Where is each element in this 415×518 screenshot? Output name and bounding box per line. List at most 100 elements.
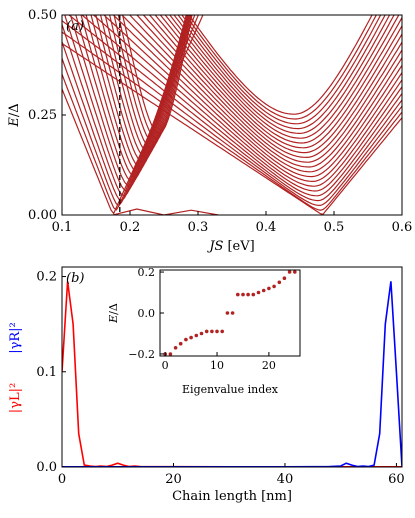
inset-x-ticks: 0 10 20	[162, 352, 276, 372]
panel-b-y-ticks: 0.0 0.1 0.2	[36, 270, 66, 475]
energy-band	[103, 15, 402, 187]
energy-band	[62, 15, 196, 206]
panel-a-y-tick-label: 0.00	[28, 208, 57, 223]
energy-band	[62, 31, 402, 211]
panel-a-bands	[62, 15, 402, 215]
panel-a-label: (a)	[66, 19, 84, 34]
low-lying-band	[112, 208, 219, 215]
eigenvalue-point	[210, 329, 214, 334]
panel-a-xlabel: JS [eV]	[206, 239, 254, 254]
energy-band	[62, 15, 199, 211]
eigenvalue-point	[267, 286, 271, 291]
energy-band	[85, 15, 187, 173]
panel-a-x-tick-label: 0.1	[52, 220, 73, 235]
eigenvalue-point	[282, 276, 287, 281]
eigenvalue-point	[251, 292, 256, 297]
panel-a-x-tick-label: 0.5	[324, 220, 345, 235]
panel-a-x-tick-label: 0.3	[188, 220, 209, 235]
inset-xlabel: Eigenvalue index	[182, 383, 279, 396]
panel-a-ylabel: E/Δ	[7, 103, 22, 127]
eigenvalue-point	[287, 270, 292, 274]
panel-a-x-ticks: 0.1 0.2 0.3 0.4 0.5 0.6	[52, 211, 413, 235]
energy-band	[188, 15, 373, 115]
eigenvalue-point	[256, 290, 261, 295]
eigenvalue-point	[194, 333, 199, 338]
panel-b-ylabel-right: |γR|²	[8, 322, 23, 354]
eigenvalue-point	[272, 284, 276, 289]
energy-band	[142, 15, 402, 163]
eigenvalue-point	[293, 270, 297, 274]
panel-a: 0.1 0.2 0.3 0.4 0.5 0.6 0.00 0.25 0.50 (a) JS [e…	[7, 8, 413, 254]
eigenvalue-point	[246, 292, 250, 297]
eigenvalue-point	[277, 280, 282, 285]
panel-a-y-ticks: 0.00 0.25 0.50	[28, 8, 66, 223]
eigenvalue-point	[220, 329, 224, 334]
energy-band	[173, 15, 391, 135]
energy-band	[104, 15, 189, 154]
panel-b-ylabel-left: |γL|²	[8, 383, 23, 413]
panel-b: 0 20 40 60 0.00.10.2 (b) Chain length [nm] …	[8, 266, 405, 504]
energy-band	[64, 15, 190, 192]
inset-x-tick-label: 10	[210, 359, 224, 372]
eigenvalue-point	[236, 292, 240, 297]
inset: 0 10 20 −0.2 0.0 0.2 Eigenvalue index E/Δ	[107, 266, 301, 396]
energy-band	[184, 15, 377, 120]
eigenvalue-point	[261, 288, 266, 293]
eigenvalue-point	[184, 337, 188, 342]
inset-y-ticks: −0.2 0.0 0.2	[128, 266, 164, 361]
panel-a-y-tick-label: 0.50	[28, 8, 57, 23]
eigenvalue-point	[173, 346, 178, 350]
energy-band	[136, 15, 402, 168]
inset-x-tick-label: 0	[162, 359, 169, 372]
inset-points	[163, 270, 297, 356]
energy-band	[62, 15, 193, 202]
eigenvalue-point	[178, 341, 183, 346]
panel-b-xlabel: Chain length [nm]	[172, 489, 292, 504]
panel-b-x-tick-label: 40	[277, 472, 294, 487]
energy-band	[68, 15, 402, 202]
eigenvalue-point	[168, 352, 173, 356]
eigenvalue-point	[204, 329, 209, 334]
energy-band	[62, 19, 402, 207]
energy-band	[159, 15, 402, 149]
energy-band	[154, 15, 402, 154]
energy-band	[81, 15, 402, 197]
energy-band	[80, 15, 187, 178]
energy-band	[95, 15, 188, 163]
eigenvalue-point	[225, 311, 230, 315]
energy-band	[164, 15, 400, 144]
inset-y-tick-label: −0.2	[128, 348, 155, 361]
panel-a-x-tick-label: 0.4	[256, 220, 277, 235]
panel-b-frame	[61, 266, 403, 468]
energy-band	[121, 15, 402, 178]
panel-b-y-tick-label: 0.2	[36, 270, 57, 285]
energy-band	[62, 42, 402, 215]
energy-band	[99, 15, 188, 158]
inset-x-tick-label: 20	[262, 359, 276, 372]
eigenvalue-point	[189, 335, 193, 340]
panel-a-x-tick-label: 0.2	[120, 220, 141, 235]
energy-band	[90, 15, 188, 168]
inset-y-tick-label: 0.2	[138, 266, 156, 279]
energy-band	[122, 15, 193, 134]
eigenvalue-point	[199, 331, 204, 336]
inset-background	[160, 270, 300, 356]
energy-band	[62, 15, 204, 215]
energy-band	[181, 15, 382, 125]
energy-band	[169, 15, 395, 139]
panel-b-y-tick-label: 0.1	[36, 365, 57, 380]
inset-y-tick-label: 0.0	[138, 307, 156, 320]
panel-b-x-tick-label: 0	[58, 472, 66, 487]
panel-b-y-tick-label: 0.0	[36, 460, 57, 475]
energy-band	[92, 15, 402, 192]
energy-band	[62, 15, 191, 197]
eigenvalue-point	[215, 329, 219, 334]
energy-band	[69, 15, 188, 187]
energy-band	[148, 15, 402, 159]
energy-band	[117, 15, 192, 139]
panel-a-x-tick-label: 0.6	[392, 220, 413, 235]
eigenvalue-point	[241, 292, 245, 297]
energy-band	[112, 15, 402, 183]
panel-a-y-tick-label: 0.25	[28, 108, 57, 123]
